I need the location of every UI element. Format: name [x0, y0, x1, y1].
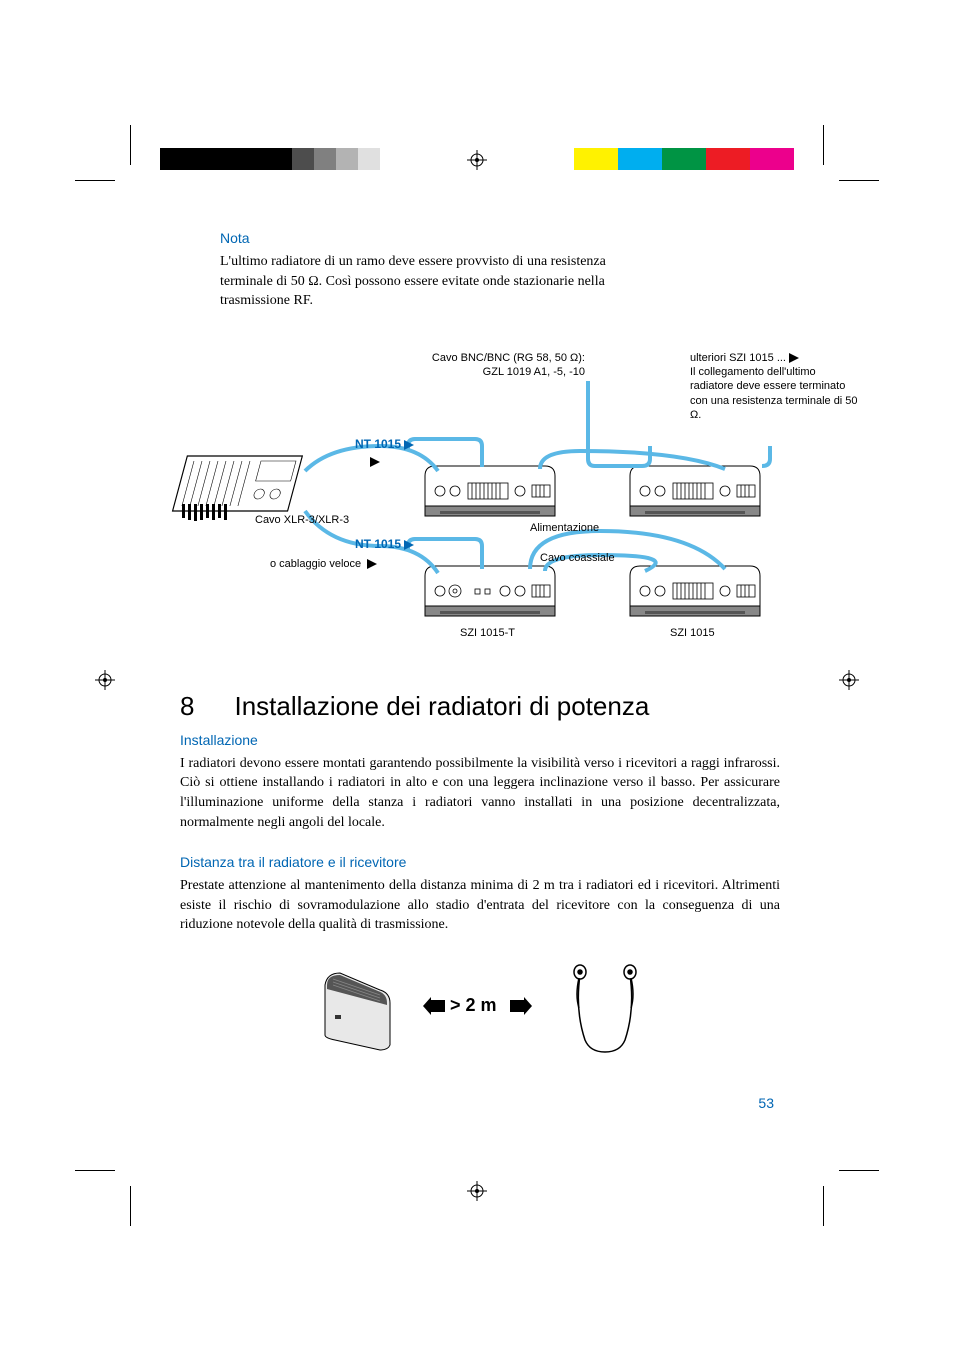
mixer-icon	[170, 446, 310, 521]
installazione-text: I radiatori devono essere montati garant…	[180, 754, 780, 832]
device-szi-bottom-right-icon	[625, 561, 765, 621]
cable-bnc-label: Cavo BNC/BNC (RG 58, 50 Ω):	[432, 352, 585, 364]
color-bar-right	[574, 148, 794, 170]
xlr-label: Cavo XLR-3/XLR-3	[255, 513, 349, 527]
registration-mark-left-icon	[95, 670, 115, 690]
registration-mark-top-icon	[467, 150, 487, 170]
radiator-icon	[305, 965, 415, 1055]
color-bar-left	[160, 148, 380, 170]
page-number: 53	[758, 1095, 774, 1111]
registration-mark-right-icon	[839, 670, 859, 690]
nt1015-bottom-label: NT 1015	[355, 537, 401, 551]
device-szi-top-right-icon	[625, 461, 765, 521]
distanza-subheading: Distanza tra il radiatore e il ricevitor…	[180, 854, 780, 870]
gzl-label: GZL 1019 A1, -5, -10	[483, 366, 585, 378]
distance-label: > 2 m	[450, 995, 497, 1016]
arrow-left-icon	[423, 997, 445, 1015]
arrow-right-icon	[370, 457, 380, 467]
termination-note: Il collegamento dell'ultimo radiatore de…	[690, 366, 858, 421]
szi-t-label: SZI 1015-T	[460, 626, 515, 640]
section-number: 8	[180, 691, 194, 722]
device-szi-bottom-left-icon	[420, 561, 560, 621]
section-heading: 8 Installazione dei radiatori di potenza	[180, 691, 780, 722]
nota-heading: Nota	[220, 230, 780, 246]
registration-mark-bottom-icon	[467, 1181, 487, 1201]
nt1015-top-label: NT 1015	[355, 437, 401, 451]
wiring-diagram: Cavo BNC/BNC (RG 58, 50 Ω): GZL 1019 A1,…	[180, 351, 780, 651]
arrow-right-blue-icon	[404, 440, 414, 450]
coax-label: Cavo coassiale	[540, 551, 615, 565]
alimentazione-label: Alimentazione	[530, 521, 599, 535]
szi-label: SZI 1015	[670, 626, 715, 640]
arrow-right-blue-icon	[404, 540, 414, 550]
device-szi-top-left-icon	[420, 461, 560, 521]
arrow-right-icon	[789, 353, 799, 363]
installazione-subheading: Installazione	[180, 732, 780, 748]
ulteriori-label: ulteriori SZI 1015 ...	[690, 352, 786, 364]
distanza-text: Prestate attenzione al mantenimento dell…	[180, 876, 780, 935]
arrow-right-icon	[367, 559, 377, 569]
nota-text: L'ultimo radiatore di un ramo deve esser…	[220, 252, 660, 311]
headset-icon	[565, 960, 645, 1060]
arrow-right-icon	[510, 997, 532, 1015]
page-content: Nota L'ultimo radiatore di un ramo deve …	[180, 230, 780, 1065]
cablaggio-label: o cablaggio veloce	[270, 558, 361, 570]
distance-diagram: > 2 m	[305, 955, 655, 1065]
section-title: Installazione dei radiatori di potenza	[234, 691, 649, 722]
